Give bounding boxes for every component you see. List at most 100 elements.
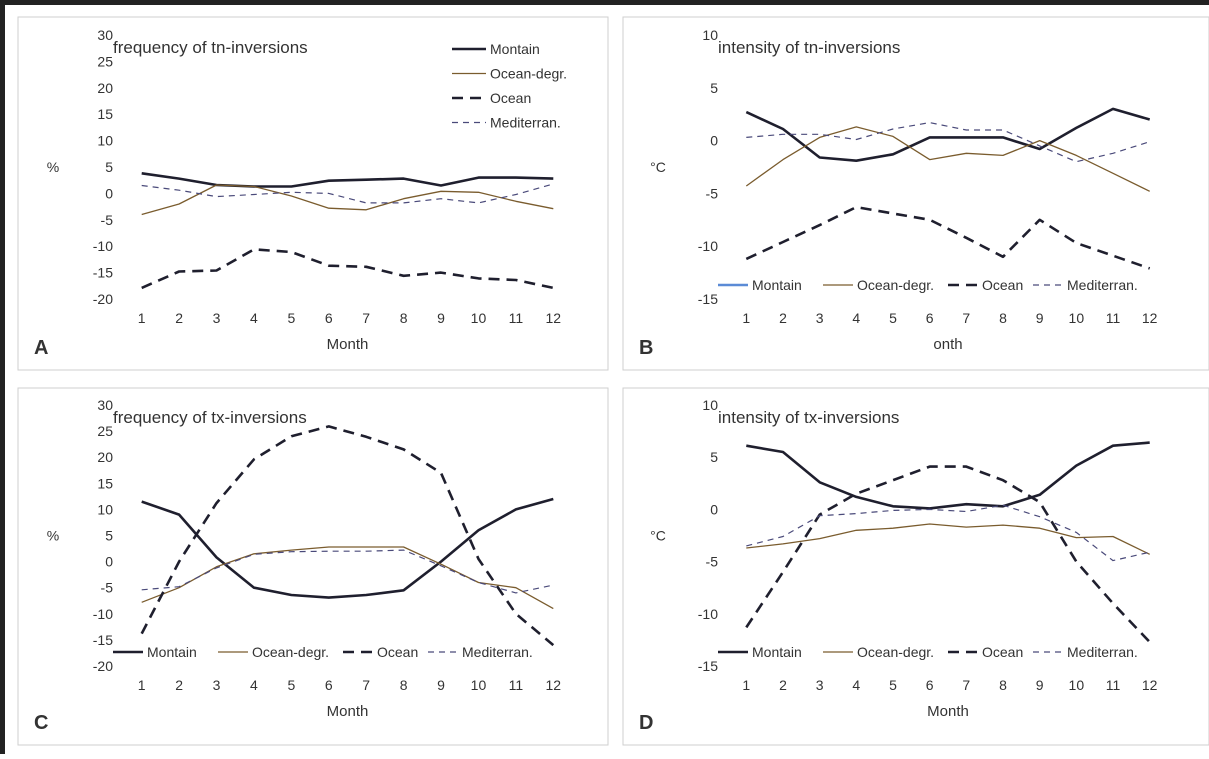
- panel-letter: D: [639, 712, 653, 734]
- x-tick-label: 4: [250, 677, 258, 693]
- x-axis-label: Month: [927, 703, 969, 720]
- x-tick-label: 4: [852, 677, 860, 693]
- x-tick-label: 8: [999, 310, 1007, 326]
- series-line-ocean-degr: [746, 523, 1150, 555]
- x-tick-label: 12: [1142, 310, 1158, 326]
- x-tick-label: 9: [437, 677, 445, 693]
- y-tick-label: -10: [698, 606, 718, 622]
- x-tick-label: 10: [1069, 677, 1085, 693]
- series-line-ocean: [140, 425, 555, 647]
- series-line-ocean: [141, 248, 554, 290]
- series-line-montain: [746, 441, 1150, 510]
- x-tick-label: 11: [509, 310, 524, 326]
- y-tick-label: -20: [93, 658, 113, 674]
- x-tick-label: 10: [1069, 310, 1085, 326]
- x-tick-label: 3: [213, 310, 221, 326]
- y-tick-label: 15: [97, 475, 113, 491]
- x-tick-label: 7: [362, 310, 370, 326]
- series-line-ocean-degr: [141, 184, 554, 216]
- y-tick-label: 0: [710, 501, 718, 517]
- y-tick-label: 30: [97, 27, 113, 43]
- y-tick-label: -10: [93, 238, 113, 254]
- panel-letter: C: [34, 712, 48, 734]
- x-tick-label: 2: [175, 310, 183, 326]
- series-line-ocean: [745, 465, 1151, 643]
- x-tick-label: 1: [742, 677, 750, 693]
- x-tick-label: 6: [926, 677, 934, 693]
- y-tick-label: -15: [698, 291, 718, 307]
- panel-frame: [17, 387, 609, 746]
- panel-letter: B: [639, 337, 653, 359]
- series-line-montain: [141, 172, 554, 188]
- x-tick-label: 5: [287, 310, 295, 326]
- y-tick-label: 5: [105, 528, 113, 544]
- y-axis-label: %: [47, 159, 59, 175]
- x-tick-label: 10: [471, 677, 487, 693]
- y-tick-label: 10: [702, 27, 718, 43]
- x-tick-label: 12: [546, 677, 562, 693]
- x-tick-label: 3: [816, 677, 824, 693]
- x-tick-label: 9: [1036, 310, 1044, 326]
- x-tick-label: 3: [213, 677, 221, 693]
- y-tick-label: -15: [93, 632, 113, 648]
- legend-label: Mediterran.: [1067, 277, 1138, 293]
- y-tick-label: 10: [702, 397, 718, 413]
- x-tick-label: 2: [175, 677, 183, 693]
- legend-label: Ocean: [490, 90, 531, 106]
- x-axis-label: Month: [327, 336, 369, 353]
- x-tick-label: 7: [362, 677, 370, 693]
- x-tick-label: 8: [999, 677, 1007, 693]
- legend-label: Mediterran.: [462, 644, 533, 660]
- y-tick-label: 0: [105, 554, 113, 570]
- y-tick-label: 25: [97, 423, 113, 439]
- x-tick-label: 1: [138, 310, 146, 326]
- x-tick-label: 5: [889, 310, 897, 326]
- chart-title: frequency of tx-inversions: [113, 408, 307, 427]
- x-tick-label: 1: [138, 677, 146, 693]
- panel-letter: A: [34, 337, 48, 359]
- series-line-ocean-degr: [141, 546, 554, 610]
- legend-label: Mediterran.: [1067, 644, 1138, 660]
- y-tick-label: 5: [710, 80, 718, 96]
- y-tick-label: -10: [93, 606, 113, 622]
- x-tick-label: 12: [1142, 677, 1158, 693]
- legend-label: Ocean-degr.: [857, 277, 934, 293]
- x-tick-label: 2: [779, 310, 787, 326]
- x-tick-label: 4: [852, 310, 860, 326]
- y-axis-label: °C: [650, 528, 666, 544]
- y-axis-label: °C: [650, 159, 666, 175]
- chart-title: intensity of tn-inversions: [718, 38, 900, 57]
- x-tick-label: 6: [325, 677, 333, 693]
- y-tick-label: 30: [97, 397, 113, 413]
- x-tick-label: 2: [779, 677, 787, 693]
- legend-label: Ocean: [982, 644, 1023, 660]
- series-line-ocean-degr: [745, 126, 1150, 192]
- series-line-montain: [745, 107, 1151, 162]
- y-tick-label: -5: [706, 185, 719, 201]
- y-tick-label: -20: [93, 291, 113, 307]
- x-tick-label: 11: [1106, 310, 1121, 326]
- y-tick-label: 15: [97, 106, 113, 122]
- y-tick-label: -10: [698, 238, 718, 254]
- legend-label: Ocean-degr.: [252, 644, 329, 660]
- x-tick-label: 7: [962, 310, 970, 326]
- y-tick-label: 20: [97, 80, 113, 96]
- x-tick-label: 8: [400, 310, 408, 326]
- legend-label: Montain: [752, 277, 802, 293]
- legend-label: Montain: [490, 41, 540, 57]
- x-tick-label: 4: [250, 310, 258, 326]
- series-line-mediterran: [141, 183, 554, 204]
- chart-title: intensity of tx-inversions: [718, 408, 899, 427]
- legend-label: Mediterran.: [490, 115, 561, 131]
- panel-frame: [622, 16, 1209, 371]
- x-tick-label: 9: [437, 310, 445, 326]
- x-tick-label: 11: [509, 677, 524, 693]
- chart-title: frequency of tn-inversions: [113, 38, 308, 57]
- series-line-mediterran: [141, 549, 554, 594]
- y-tick-label: 20: [97, 449, 113, 465]
- x-tick-label: 10: [471, 310, 487, 326]
